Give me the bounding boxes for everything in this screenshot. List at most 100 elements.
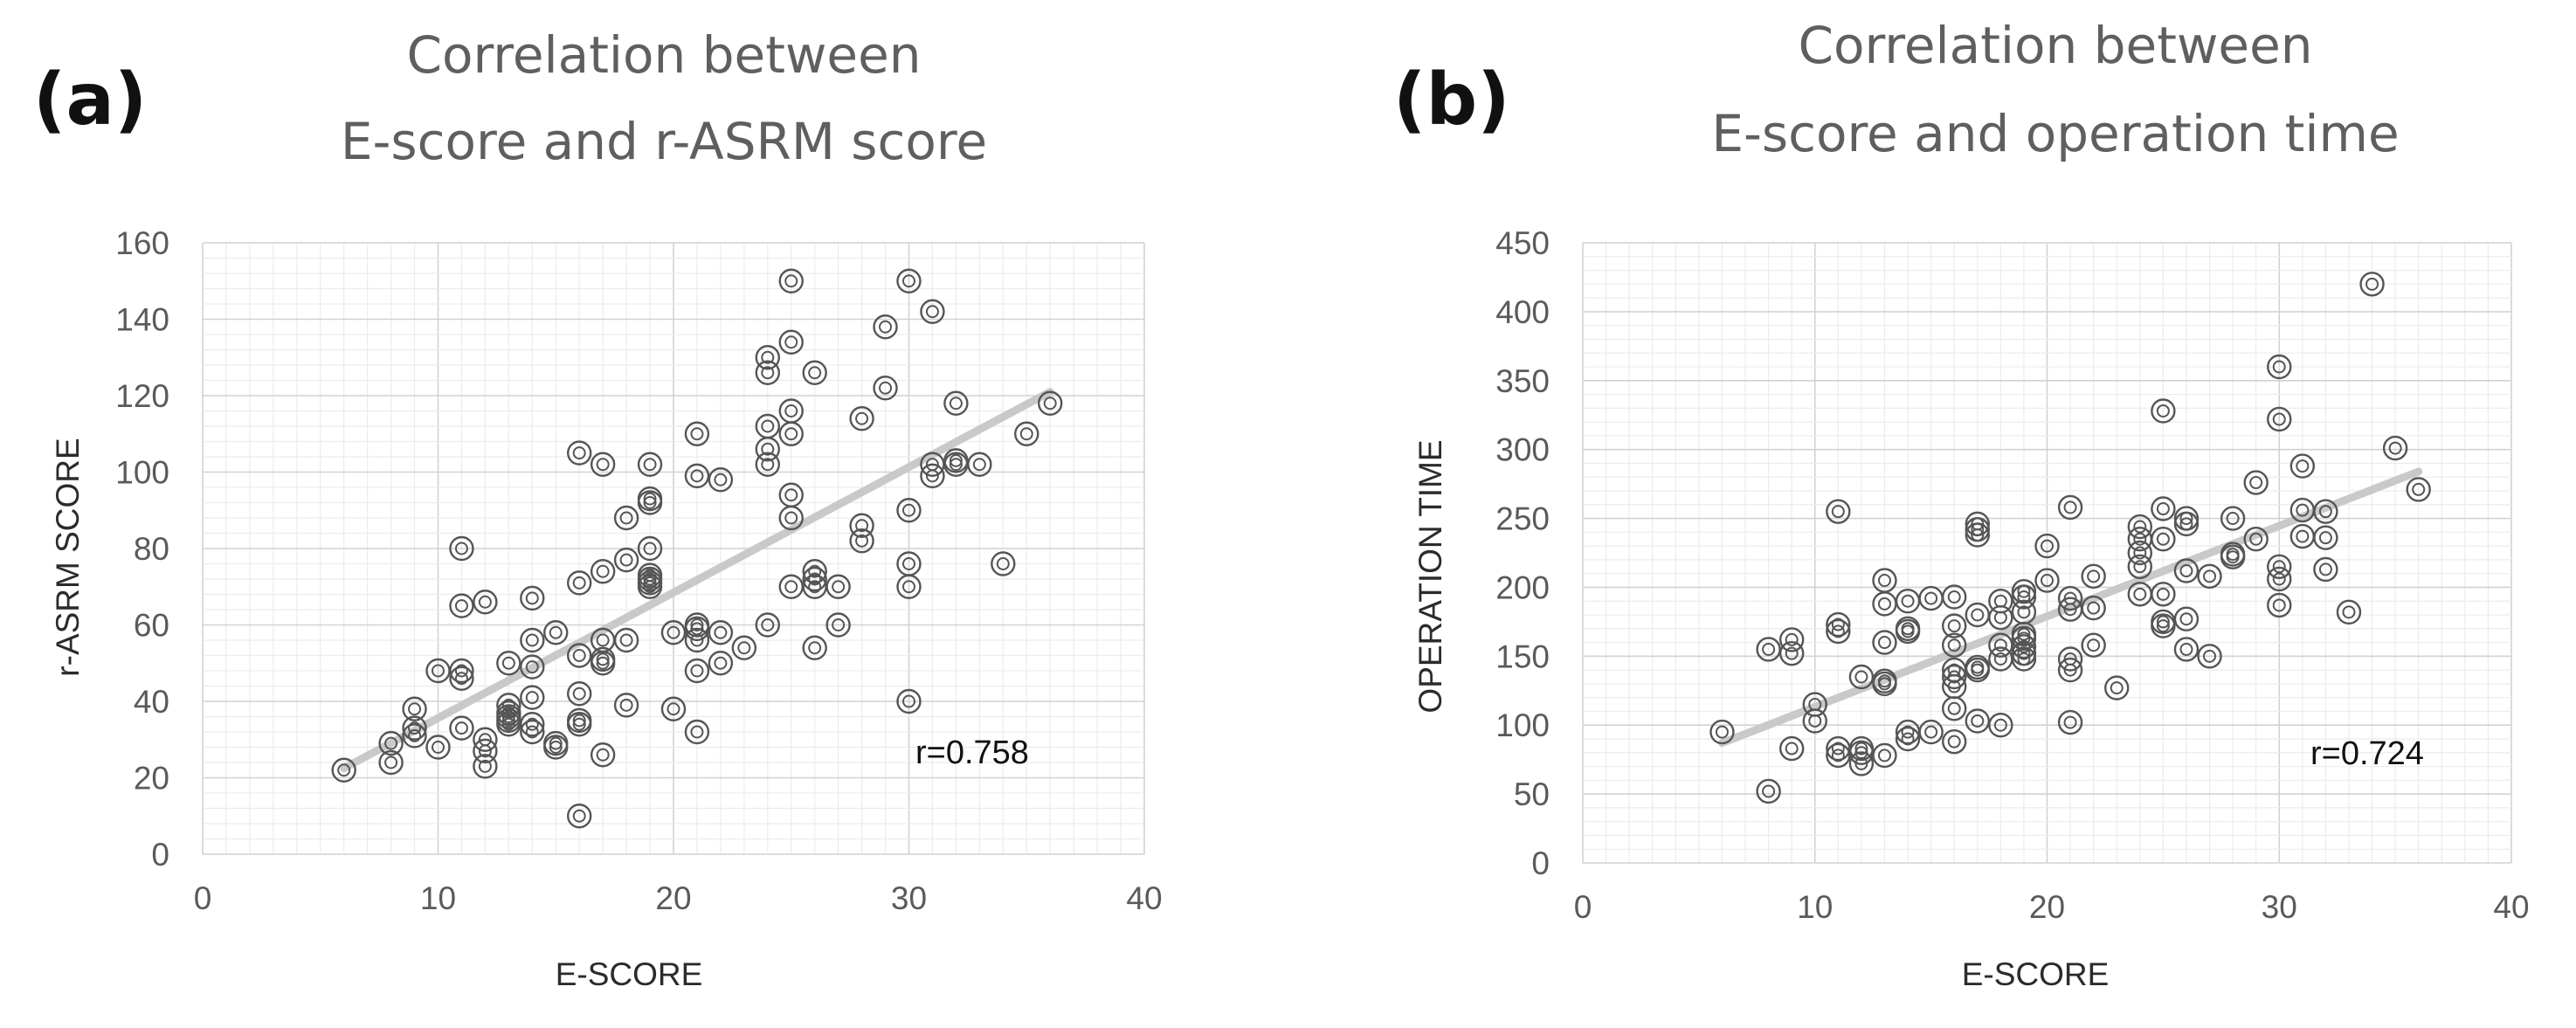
panel-a-data-point — [567, 440, 592, 466]
panel-a-x-tick-labels: 0 10 20 30 40 — [194, 880, 1163, 916]
panel-a-y-tick-label: 80 — [134, 531, 169, 567]
panel-a-data-point — [378, 749, 404, 776]
panel-a-x-tick-label: 0 — [194, 880, 212, 916]
panel-b-data-point — [1756, 778, 1781, 804]
panel-b-data-point — [2151, 496, 2176, 521]
panel-b-y-tick-label: 0 — [1531, 845, 1550, 881]
panel-a-data-point — [590, 559, 616, 584]
panel-b-data-point — [1988, 713, 2013, 738]
panel-b-y-tick-label: 50 — [1514, 776, 1550, 812]
panel-a-data-point — [849, 406, 874, 431]
panel-a-data-point — [684, 421, 710, 446]
panel-b-data-point — [1895, 726, 1921, 752]
panel-b-data-point — [2173, 506, 2200, 531]
panel-b-data-point — [2267, 566, 2292, 592]
panel-b-data-point — [2406, 477, 2431, 502]
panel-a-data-point — [613, 693, 639, 718]
panel-a-data-point — [402, 723, 427, 749]
panel-b-data-point — [1756, 637, 1781, 662]
panel-a-y-tick-label: 100 — [115, 455, 169, 491]
panel-b-data-point — [1826, 499, 1851, 524]
panel-a-data-point — [590, 452, 616, 477]
panel-a-data-point — [943, 448, 969, 473]
panel-a-y-axis-title: r-ASRM SCORE — [50, 438, 86, 676]
panel-b-data-point — [2267, 354, 2292, 380]
panel-b-data-point — [2034, 568, 2060, 593]
panel-b-y-tick-labels: 0 50 100 150 200 250 300 350 400 450 — [1495, 225, 1550, 881]
panel-b-x-tick-label: 40 — [2493, 889, 2529, 925]
panel-a-data-point — [684, 658, 710, 684]
panel-a-trendline — [340, 388, 1054, 773]
panel-a-data-point — [520, 719, 545, 745]
panel-a-data-point — [567, 570, 592, 596]
panel-a-data-point — [567, 707, 592, 734]
panel-b-data-point — [2382, 435, 2408, 461]
panel-b-x-axis-title: E-SCORE — [1962, 956, 2110, 992]
panel-a-data-point — [708, 467, 734, 493]
panel-a-data-point — [755, 413, 780, 439]
panel-b-data-point — [2267, 406, 2292, 432]
panel-a-data-point — [473, 590, 498, 615]
panel-b-data-point — [1918, 719, 1944, 745]
panel-b-data-point — [1941, 664, 1967, 690]
panel-b-correlation-label: r=0.724 — [2310, 735, 2424, 772]
panel-a-data-point — [684, 463, 710, 489]
panel-b-data-point — [2197, 644, 2222, 669]
panel-a-data-point — [613, 547, 639, 573]
panel-a-data-point — [896, 498, 922, 523]
panel-a-data-point — [496, 700, 521, 726]
panel-b-y-tick-label: 100 — [1495, 707, 1550, 743]
panel-a-data-point — [991, 551, 1016, 576]
panel-b-y-axis-title: OPERATION TIME — [1412, 439, 1448, 713]
panel-a-data-point — [567, 804, 592, 829]
panel-a-data-point — [637, 535, 663, 562]
panel-a-data-point — [967, 452, 992, 477]
panel-a-title-line2: E-score and r-ASRM score — [341, 112, 987, 171]
panel-b-data-point — [2127, 540, 2153, 566]
panel-a-data-point — [520, 627, 545, 653]
panel-b-data-point — [2313, 525, 2338, 550]
panel-b: (b) Correlation between E-score and oper… — [1393, 16, 2530, 992]
panel-b-data-point — [2243, 470, 2269, 495]
panel-b-data-point — [1941, 632, 1967, 658]
panel-b-data-point — [1826, 611, 1851, 638]
panel-a-data-point — [425, 735, 451, 760]
panel-a-label: (a) — [33, 59, 147, 141]
panel-a-data-point — [449, 666, 474, 691]
panel-a-data-point — [637, 562, 663, 588]
panel-a-data-point — [590, 742, 616, 768]
panel-b-data-point — [2220, 542, 2246, 567]
panel-b-data-point — [2151, 398, 2176, 424]
panel-b-y-tick-label: 300 — [1495, 432, 1550, 468]
panel-a-data-point — [731, 635, 757, 660]
panel-b-data-point — [2173, 558, 2200, 583]
panel-b-data-point — [2127, 514, 2153, 540]
panel-b-data-point — [2057, 585, 2083, 611]
panel-a-data-point — [660, 696, 687, 721]
panel-b-x-tick-label: 20 — [2029, 889, 2065, 925]
panel-b-data-point — [2267, 554, 2292, 579]
panel-b-data-point — [2081, 563, 2106, 590]
panel-b-data-point — [1778, 640, 1805, 666]
panel-a-data-point — [567, 681, 592, 707]
panel-b-data-point — [1872, 568, 1897, 593]
panel-b-data-point — [2359, 272, 2385, 297]
panel-a-y-tick-label: 160 — [115, 225, 169, 261]
panel-a-data-point — [378, 730, 404, 756]
panel-b-data-point — [2267, 592, 2292, 618]
panel-b-data-point — [2336, 599, 2362, 625]
panel-b-x-tick-labels: 0 10 20 30 40 — [1574, 889, 2530, 925]
panel-b-data-point — [2313, 499, 2338, 524]
panel-a-correlation-label: r=0.758 — [915, 735, 1029, 771]
panel-b-data-point — [1941, 584, 1967, 610]
panel-b-data-point — [2173, 637, 2200, 662]
panel-a-x-tick-label: 30 — [891, 880, 927, 916]
panel-b-data-point — [1872, 630, 1897, 655]
panel-a-data-point — [1037, 390, 1063, 416]
panel-b-data-point — [2057, 646, 2083, 672]
panel-b-data-point — [2011, 599, 2037, 625]
panel-a-data-point — [590, 646, 616, 673]
panel-b-data-point — [1941, 728, 1967, 755]
panel-a-y-tick-label: 0 — [151, 837, 169, 873]
panel-b-data-point — [2197, 563, 2222, 590]
